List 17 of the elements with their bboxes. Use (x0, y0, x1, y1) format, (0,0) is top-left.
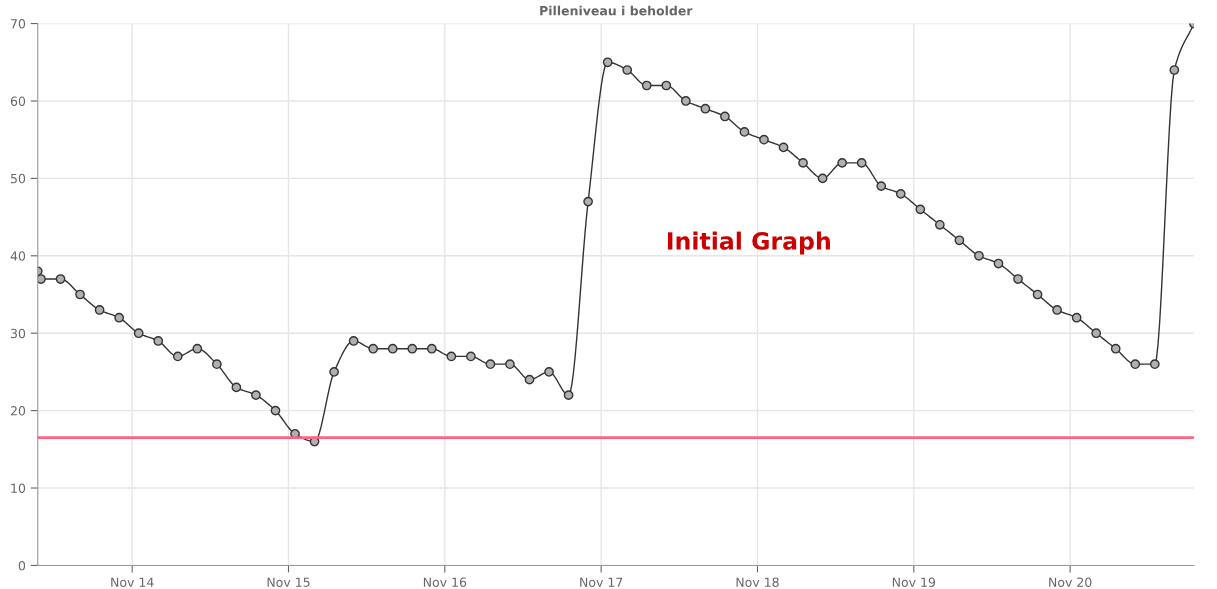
chart-title: Pilleniveau i beholder (540, 5, 693, 16)
x-tick-label: Nov 16 (423, 577, 467, 587)
annotation: Initial Graph (667, 231, 830, 255)
x-tick-label: Nov 19 (892, 577, 936, 587)
x-tick-label: Nov 18 (736, 577, 779, 587)
x-tick-label: Nov 15 (267, 577, 310, 587)
y-tick-label: 10 (11, 483, 26, 493)
y-tick-label: 0 (18, 560, 26, 571)
y-tick-label: 40 (10, 251, 26, 261)
y-tick-label: 50 (10, 173, 26, 184)
y-tick-label: 20 (10, 406, 26, 416)
x-tick-label: Nov 20 (1049, 577, 1092, 587)
y-tick-label: 60 (10, 96, 26, 106)
x-tick-label: Nov 14 (111, 577, 154, 587)
x-tick-label: Nov 17 (580, 577, 623, 587)
y-tick-label: 70 (11, 19, 26, 29)
y-tick-label: 30 (10, 328, 26, 339)
